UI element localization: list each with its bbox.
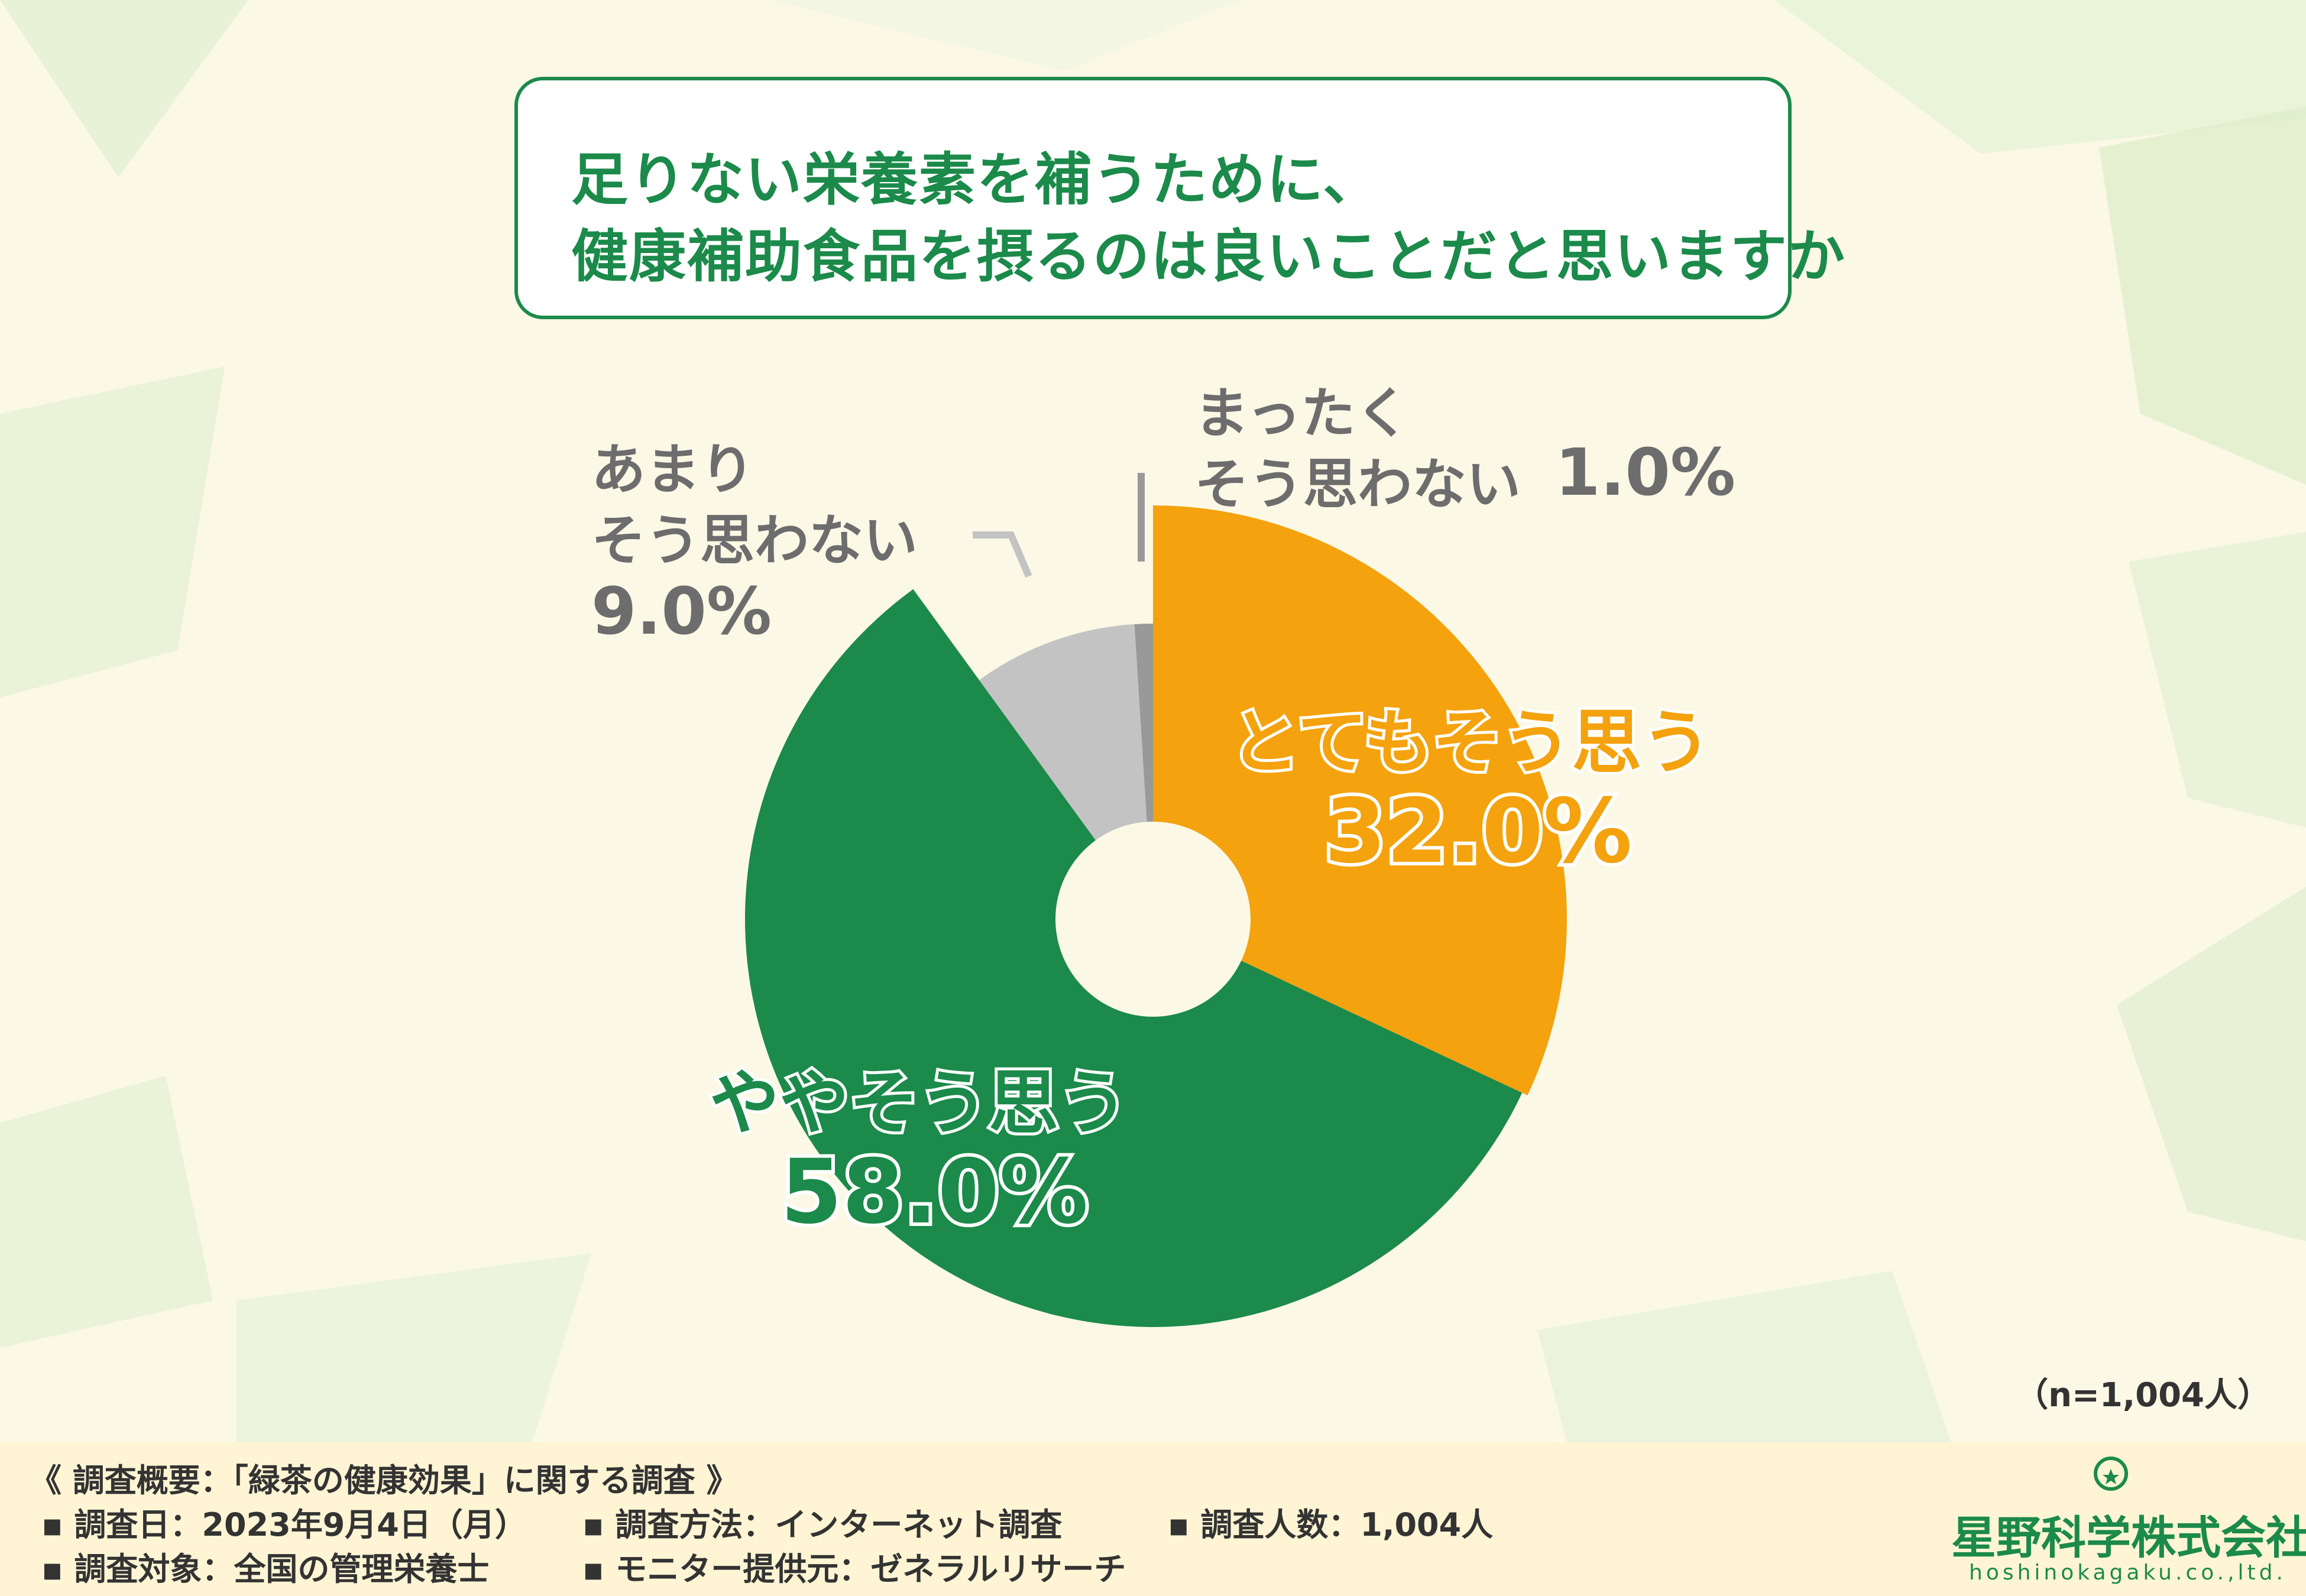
survey-target: ▪ 調査対象：全国の管理栄養士 bbox=[41, 1550, 490, 1588]
value-totemo: 32.0% bbox=[1321, 777, 1635, 887]
value-amari: 9.0% bbox=[591, 573, 772, 649]
label-mattaku-line1: まったく bbox=[1194, 382, 1410, 445]
label-amari-line2: そう思わない bbox=[591, 509, 918, 572]
value-yaya: 58.0% bbox=[777, 1137, 1092, 1247]
survey-provider: ▪ モニター提供元：ゼネラルリサーチ bbox=[582, 1550, 1126, 1588]
title-box: 足りない栄養素を補うために、 健康補助食品を摂るのは良いことだと思いますか bbox=[514, 77, 1845, 319]
company-name: 星野科学株式会社 bbox=[1951, 1511, 2306, 1564]
donut-hole bbox=[1055, 822, 1251, 1017]
survey-footer: 《 調査概要：「緑茶の健康効果」に関する調査 》 ▪ 調査日：2023年9月4日… bbox=[0, 1442, 2306, 1596]
survey-heading: 《 調査概要：「緑茶の健康効果」に関する調査 》 bbox=[30, 1462, 739, 1499]
label-totemo: とてもそう思う bbox=[1227, 699, 1714, 786]
value-mattaku: 1.0% bbox=[1555, 434, 1736, 510]
survey-date: ▪ 調査日：2023年9月4日（月） bbox=[41, 1506, 527, 1543]
survey-method: ▪ 調査方法：インターネット調査 bbox=[582, 1506, 1063, 1543]
pie-slice-1 bbox=[1153, 505, 1567, 1096]
label-amari-line1: あまり bbox=[591, 438, 755, 501]
leader-line-amari bbox=[973, 531, 1032, 578]
company-name-roman: hoshinokagaku.co.,ltd. bbox=[1969, 1561, 2286, 1585]
title-line-2: 健康補助食品を摂るのは良いことだと思いますか bbox=[571, 223, 1846, 290]
label-yaya: ややそう思う bbox=[707, 1059, 1131, 1147]
survey-count: ▪ 調査人数：1,004人 bbox=[1168, 1506, 1494, 1543]
label-mattaku-line2: そう思わない bbox=[1194, 453, 1521, 516]
sample-size-note: （n=1,004人） bbox=[2015, 1376, 2271, 1415]
title-line-1: 足りない栄養素を補うために、 bbox=[571, 147, 1381, 213]
company-logo-icon bbox=[2094, 1456, 2128, 1491]
